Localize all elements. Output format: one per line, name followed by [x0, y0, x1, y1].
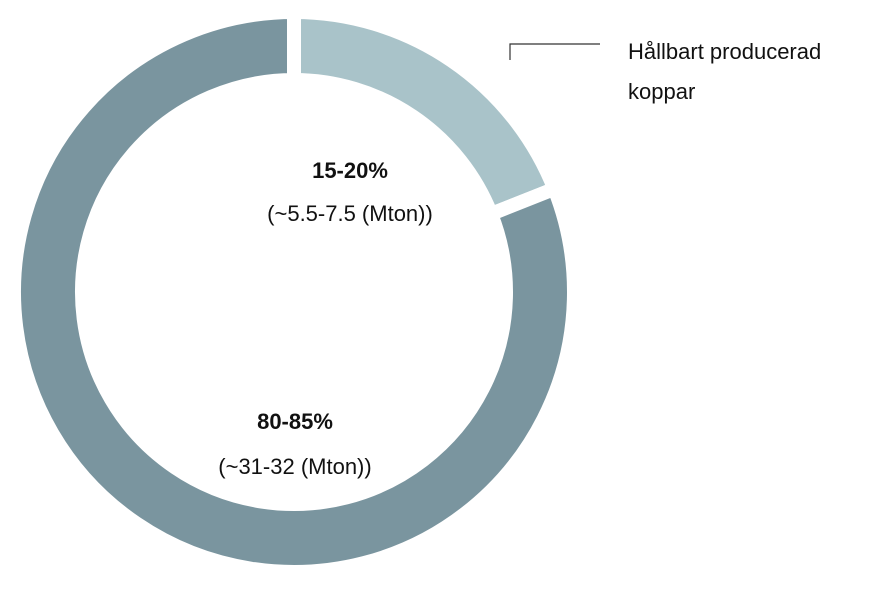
legend-label: Hållbart producerad koppar — [628, 39, 822, 104]
sub-label: (~5.5-7.5 (Mton)) — [267, 201, 433, 226]
value-label: 15-20% — [312, 158, 388, 183]
value-label: 80-85% — [257, 409, 333, 434]
sub-label: (~31-32 (Mton)) — [218, 454, 371, 479]
donut-segment — [287, 4, 564, 224]
donut-segment — [7, 4, 581, 579]
leader-line — [509, 43, 600, 60]
